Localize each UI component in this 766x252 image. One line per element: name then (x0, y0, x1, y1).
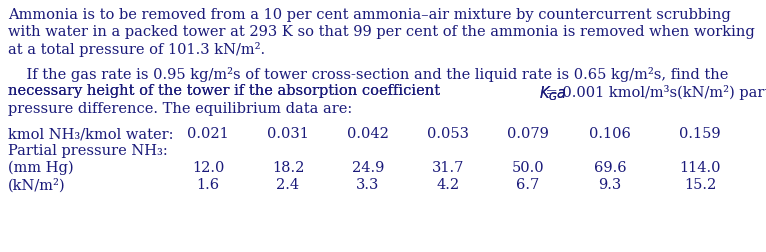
Text: 2.4: 2.4 (277, 177, 300, 191)
Text: necessary height of the tower if the absorption coefficient: necessary height of the tower if the abs… (8, 84, 445, 98)
Text: 0.042: 0.042 (347, 127, 389, 140)
Text: 69.6: 69.6 (594, 160, 627, 174)
Text: 9.3: 9.3 (598, 177, 622, 191)
Text: 0.079: 0.079 (507, 127, 549, 140)
Text: 114.0: 114.0 (679, 160, 721, 174)
Text: 24.9: 24.9 (352, 160, 385, 174)
Text: Partial pressure NH₃:: Partial pressure NH₃: (8, 143, 168, 158)
Text: Ammonia is to be removed from a 10 per cent ammonia–air mixture by countercurren: Ammonia is to be removed from a 10 per c… (8, 8, 731, 22)
Text: 3.3: 3.3 (356, 177, 380, 191)
Text: necessary height of the tower if the absorption coefficient: necessary height of the tower if the abs… (8, 84, 445, 98)
Text: = 0.001 kmol/m³s(kN/m²) partial: = 0.001 kmol/m³s(kN/m²) partial (542, 84, 766, 99)
Text: 4.2: 4.2 (437, 177, 460, 191)
Text: (kN/m²): (kN/m²) (8, 177, 66, 192)
Text: $\mathit{K}_{G}\mathit{a}$: $\mathit{K}_{G}\mathit{a}$ (538, 84, 567, 103)
Text: 6.7: 6.7 (516, 177, 539, 191)
Text: 0.159: 0.159 (679, 127, 721, 140)
Text: 12.0: 12.0 (192, 160, 224, 174)
Text: (mm Hg): (mm Hg) (8, 160, 74, 175)
Text: 0.021: 0.021 (187, 127, 229, 140)
Text: kmol NH₃/kmol water:: kmol NH₃/kmol water: (8, 127, 174, 140)
Text: 0.106: 0.106 (589, 127, 631, 140)
Text: $\mathit{K}_{G}\mathit{a}$: $\mathit{K}_{G}\mathit{a}$ (538, 84, 567, 103)
Text: 15.2: 15.2 (684, 177, 716, 191)
Text: at a total pressure of 101.3 kN/m².: at a total pressure of 101.3 kN/m². (8, 42, 265, 57)
Text: 50.0: 50.0 (512, 160, 545, 174)
Text: If the gas rate is 0.95 kg/m²s of tower cross-section and the liquid rate is 0.6: If the gas rate is 0.95 kg/m²s of tower … (8, 67, 728, 82)
Text: pressure difference. The equilibrium data are:: pressure difference. The equilibrium dat… (8, 101, 352, 115)
Text: with water in a packed tower at 293 K so that 99 per cent of the ammonia is remo: with water in a packed tower at 293 K so… (8, 25, 755, 39)
Text: 0.031: 0.031 (267, 127, 309, 140)
Text: 31.7: 31.7 (432, 160, 464, 174)
Text: 0.053: 0.053 (427, 127, 469, 140)
Text: 18.2: 18.2 (272, 160, 304, 174)
Text: 1.6: 1.6 (196, 177, 220, 191)
